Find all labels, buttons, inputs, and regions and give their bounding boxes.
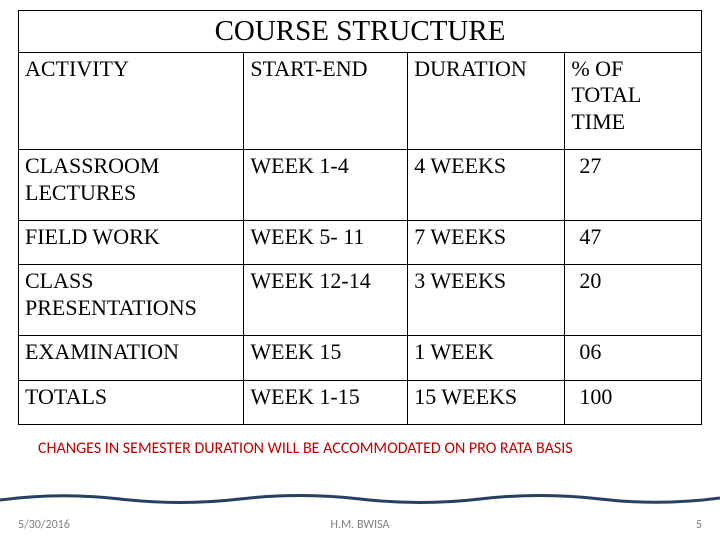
cell-activity: CLASSROOM LECTURES xyxy=(19,150,244,221)
slide: COURSE STRUCTURE ACTIVITY START-END DURA… xyxy=(0,0,720,540)
footer-date: 5/30/2016 xyxy=(18,518,70,532)
cell-duration: 7 WEEKS xyxy=(408,220,565,264)
cell-start-end: WEEK 12-14 xyxy=(244,265,408,336)
cell-start-end: WEEK 15 xyxy=(244,336,408,380)
cell-start-end: WEEK 1-4 xyxy=(244,150,408,221)
cell-pct: 06 xyxy=(565,336,702,380)
cell-duration: 4 WEEKS xyxy=(408,150,565,221)
col-pct: % OF TOTAL TIME xyxy=(565,53,702,150)
footer-page: 5 xyxy=(696,518,702,532)
col-duration: DURATION xyxy=(408,53,565,150)
cell-activity: FIELD WORK xyxy=(19,220,244,264)
cell-duration: 3 WEEKS xyxy=(408,265,565,336)
cell-start-end: WEEK 5- 11 xyxy=(244,220,408,264)
cell-start-end: WEEK 1-15 xyxy=(244,380,408,424)
footnote-text: CHANGES IN SEMESTER DURATION WILL BE ACC… xyxy=(18,439,702,458)
cell-activity: EXAMINATION xyxy=(19,336,244,380)
col-activity: ACTIVITY xyxy=(19,53,244,150)
course-structure-table: COURSE STRUCTURE ACTIVITY START-END DURA… xyxy=(18,10,702,425)
table-row: TOTALS WEEK 1-15 15 WEEKS 100 xyxy=(19,380,702,424)
cell-activity: TOTALS xyxy=(19,380,244,424)
title-row: COURSE STRUCTURE xyxy=(19,11,702,53)
table-row: EXAMINATION WEEK 15 1 WEEK 06 xyxy=(19,336,702,380)
cell-activity: CLASS PRESENTATIONS xyxy=(19,265,244,336)
table-row: CLASSROOM LECTURES WEEK 1-4 4 WEEKS 27 xyxy=(19,150,702,221)
footer-author: H.M. BWISA xyxy=(331,518,390,532)
header-row: ACTIVITY START-END DURATION % OF TOTAL T… xyxy=(19,53,702,150)
wave-decoration xyxy=(0,492,720,506)
cell-pct: 100 xyxy=(565,380,702,424)
cell-duration: 15 WEEKS xyxy=(408,380,565,424)
table-row: CLASS PRESENTATIONS WEEK 12-14 3 WEEKS 2… xyxy=(19,265,702,336)
cell-duration: 1 WEEK xyxy=(408,336,565,380)
col-start-end: START-END xyxy=(244,53,408,150)
table-row: FIELD WORK WEEK 5- 11 7 WEEKS 47 xyxy=(19,220,702,264)
slide-footer: 5/30/2016 H.M. BWISA 5 xyxy=(18,518,702,532)
cell-pct: 27 xyxy=(565,150,702,221)
cell-pct: 20 xyxy=(565,265,702,336)
table-title: COURSE STRUCTURE xyxy=(19,11,702,53)
cell-pct: 47 xyxy=(565,220,702,264)
